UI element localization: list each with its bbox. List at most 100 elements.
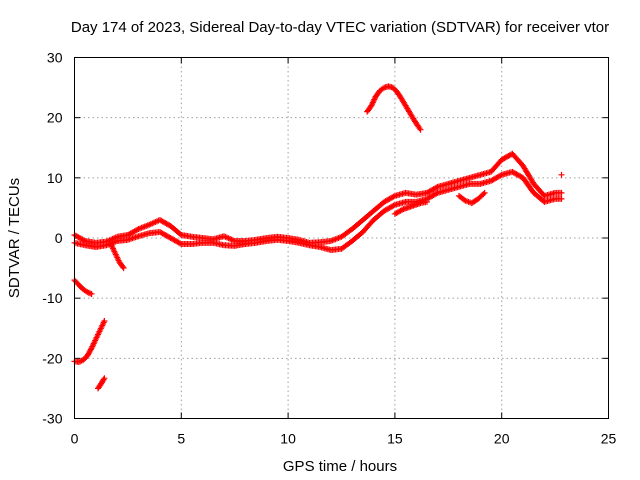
data-point-fill xyxy=(378,200,385,207)
data-point-fill xyxy=(230,237,237,244)
data-point-fill xyxy=(87,347,94,354)
data-point-fill xyxy=(413,121,420,128)
data-point-fill xyxy=(92,337,99,344)
series-step-segment xyxy=(391,198,430,217)
data-point-fill xyxy=(454,184,461,191)
data-point-fill xyxy=(144,222,151,229)
data-point-fill xyxy=(357,218,364,225)
data-point-fill xyxy=(304,241,311,248)
y-tick-label: 10 xyxy=(47,170,63,186)
data-point-fill xyxy=(175,229,182,236)
data-point-fill xyxy=(480,191,487,198)
data-points xyxy=(71,83,565,392)
data-point-fill xyxy=(368,219,375,226)
y-tick-label: -20 xyxy=(42,350,62,366)
data-point-fill xyxy=(486,178,493,185)
data-point-fill xyxy=(375,89,382,96)
x-tick-label: 10 xyxy=(280,431,296,447)
data-point-fill xyxy=(164,221,171,228)
data-point-fill xyxy=(336,246,343,253)
data-point-fill xyxy=(119,263,126,270)
data-point-fill xyxy=(378,209,385,216)
axis-ticks: 0 5 10 15 20 25 -30 -20 -10 0 10 20 30 xyxy=(42,50,616,447)
data-point-fill xyxy=(100,319,107,326)
data-point-fill xyxy=(346,239,353,246)
data-point-fill xyxy=(96,328,103,335)
data-point-fill xyxy=(416,200,423,207)
chart-title: Day 174 of 2023, Sidereal Day-to-day VTE… xyxy=(71,19,609,36)
data-point-fill xyxy=(443,181,450,188)
data-point-fill xyxy=(326,238,333,245)
data-point-fill xyxy=(556,189,563,196)
data-point-fill xyxy=(77,284,84,291)
data-point-fill xyxy=(416,125,423,132)
data-point-fill xyxy=(176,240,183,247)
data-point-fill xyxy=(79,236,86,243)
data-point-fill xyxy=(80,241,87,248)
x-tick-label: 0 xyxy=(71,431,79,447)
data-point-fill xyxy=(496,159,503,166)
x-axis-label: GPS time / hours xyxy=(283,458,397,475)
data-point-fill xyxy=(175,239,182,246)
series-mid-dip xyxy=(455,189,488,207)
data-point-fill xyxy=(399,206,406,213)
data-point-fill xyxy=(496,173,503,180)
data-point-fill xyxy=(539,196,546,203)
x-tick-label: 25 xyxy=(601,431,617,447)
data-point-fill xyxy=(396,92,403,99)
data-point-fill xyxy=(144,230,151,237)
data-point xyxy=(558,171,565,178)
data-point-fill xyxy=(431,185,438,192)
series-high-arc xyxy=(364,83,424,133)
data-point-fill xyxy=(433,190,440,197)
y-tick-label: -30 xyxy=(42,411,62,427)
data-point-fill xyxy=(422,199,429,206)
data-point-fill xyxy=(475,172,482,179)
x-tick-label: 20 xyxy=(494,431,510,447)
data-point-fill xyxy=(472,197,479,204)
data-point-fill xyxy=(99,377,106,384)
data-point-fill xyxy=(517,160,524,167)
data-point-fill xyxy=(123,236,130,243)
data-point-fill xyxy=(556,195,563,202)
data-point-fill xyxy=(391,86,398,93)
data-point-fill xyxy=(465,175,472,182)
data-point-fill xyxy=(134,226,141,233)
data-point-fill xyxy=(459,195,466,202)
data-point-fill xyxy=(517,173,524,180)
x-tick-label: 5 xyxy=(177,431,185,447)
data-point-fill xyxy=(390,202,397,209)
y-axis-label: SDTVAR / TECUs xyxy=(6,178,23,298)
series-negative-short-1 xyxy=(71,277,95,297)
x-tick-label: 15 xyxy=(387,431,403,447)
y-tick-label: 0 xyxy=(55,230,63,246)
data-point-fill xyxy=(346,227,353,234)
y-tick-label: 20 xyxy=(47,110,63,126)
data-point-fill xyxy=(529,178,536,185)
data-point-fill xyxy=(102,242,109,249)
data-point-fill xyxy=(389,194,396,201)
data-point-fill xyxy=(539,190,546,197)
data-point-fill xyxy=(315,243,322,250)
series-negative-long xyxy=(71,318,108,365)
data-point-fill xyxy=(111,248,118,255)
data-point-fill xyxy=(177,230,184,237)
data-point-fill xyxy=(407,203,414,210)
data-point-fill xyxy=(164,233,171,240)
data-point-fill xyxy=(443,187,450,194)
data-point-fill xyxy=(134,233,141,240)
data-point-fill xyxy=(368,209,375,216)
y-tick-label: -10 xyxy=(42,290,62,306)
data-point-fill xyxy=(479,192,486,199)
data-point-fill xyxy=(497,172,504,179)
data-point-fill xyxy=(366,105,373,112)
data-point-fill xyxy=(82,355,89,362)
series-main-track-lower xyxy=(71,168,565,254)
data-point-fill xyxy=(357,230,364,237)
data-point-fill xyxy=(96,383,103,390)
data-point-fill xyxy=(431,191,438,198)
data-point-fill xyxy=(132,227,139,234)
data-point-fill xyxy=(118,262,125,269)
data-point-fill xyxy=(294,239,301,246)
